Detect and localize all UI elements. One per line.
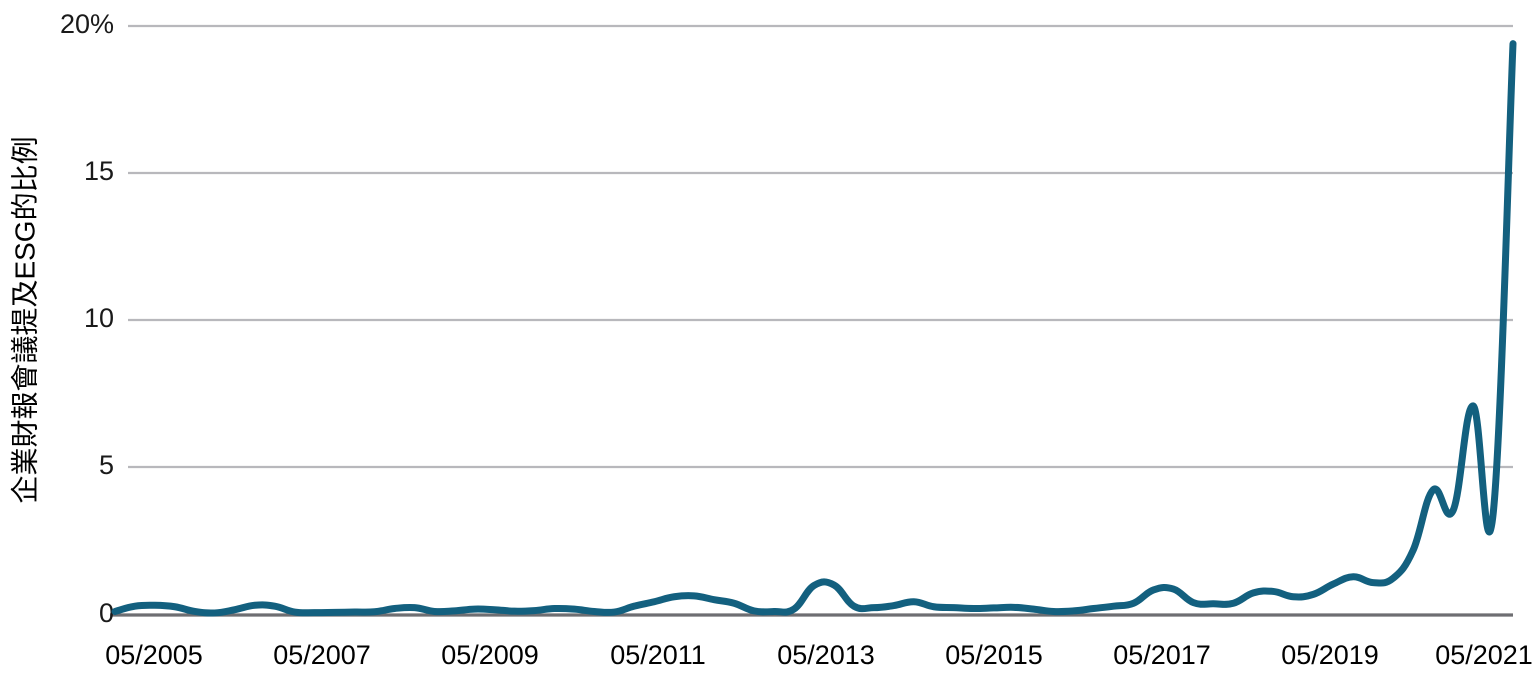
- x-tick-label-0: 05/2005: [105, 640, 203, 670]
- y-tick-label-0: 0: [99, 598, 114, 628]
- y-tick-label-5: 5: [99, 450, 114, 480]
- y-tick-label-10: 10: [84, 303, 114, 333]
- x-tick-label-5: 05/2015: [945, 640, 1043, 670]
- gridlines: [110, 24, 1513, 617]
- x-tick-label-8: 05/2021: [1435, 640, 1532, 670]
- x-tick-label-6: 05/2017: [1113, 640, 1211, 670]
- y-axis-title-label: 企業財報會議提及ESG的比例: [9, 136, 40, 503]
- x-tick-label-4: 05/2013: [777, 640, 875, 670]
- y-tick-labels: 20% 15 10 5 0: [60, 9, 114, 628]
- y-tick-label-15: 15: [84, 156, 114, 186]
- x-tick-label-1: 05/2007: [273, 640, 371, 670]
- series-line-esg-mentions: [111, 40, 1517, 617]
- x-tick-label-7: 05/2019: [1281, 640, 1379, 670]
- y-axis-title: 企業財報會議提及ESG的比例: [9, 136, 40, 503]
- y-tick-label-20: 20%: [60, 9, 114, 39]
- x-tick-labels: 05/2005 05/2007 05/2009 05/2011 05/2013 …: [105, 640, 1532, 670]
- x-tick-label-3: 05/2011: [610, 640, 706, 670]
- x-tick-label-2: 05/2009: [441, 640, 539, 670]
